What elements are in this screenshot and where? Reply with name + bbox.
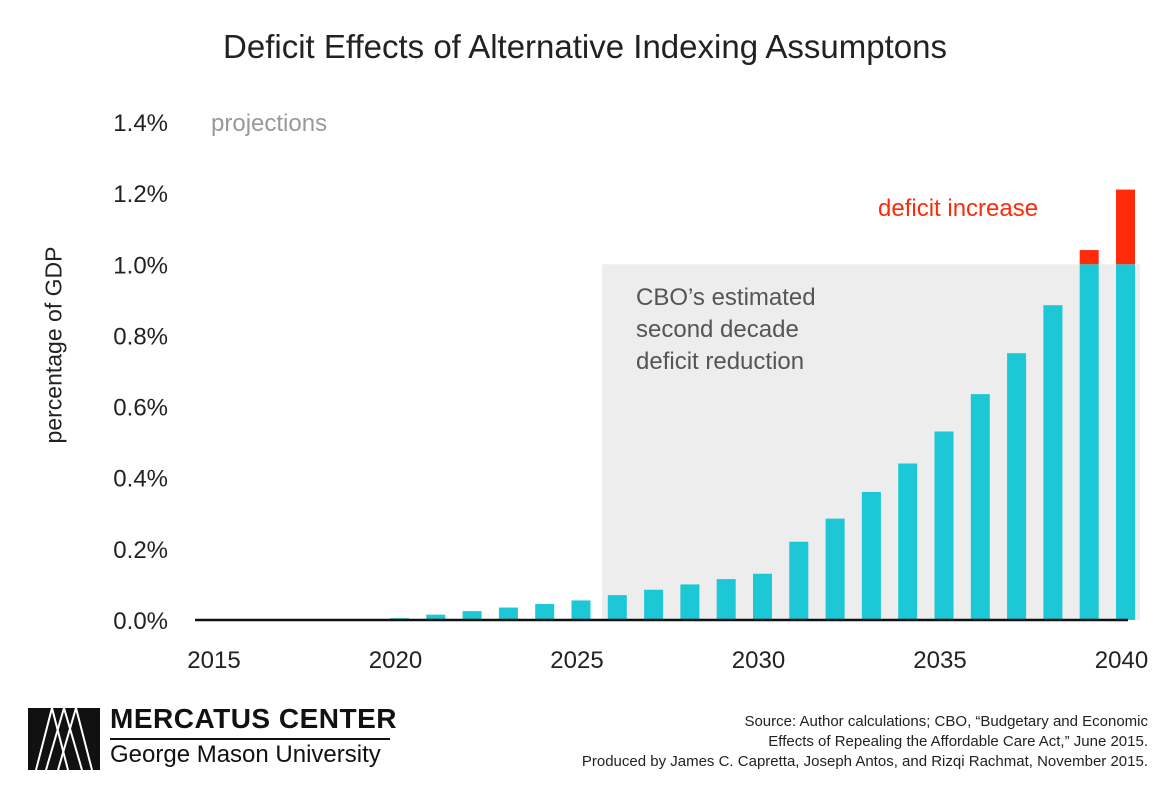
bar-base — [571, 600, 591, 620]
x-tick-label: 2020 — [369, 647, 422, 674]
source-line: Produced by James C. Capretta, Joseph An… — [581, 753, 1148, 770]
bar-base — [426, 614, 446, 620]
bar-base — [1079, 264, 1099, 620]
y-tick-label: 0.6% — [113, 395, 168, 422]
bar-base — [644, 589, 664, 620]
bar-base — [680, 584, 700, 620]
bar-base — [789, 541, 809, 620]
bar-base — [498, 607, 518, 620]
bar-base — [753, 573, 772, 620]
y-tick-label: 0.2% — [113, 537, 168, 564]
bar-base — [1007, 353, 1027, 620]
logo-rule — [110, 738, 390, 740]
region-label: second decade — [636, 316, 799, 343]
deficit-increase-label: deficit increase — [878, 195, 1038, 222]
bar-base — [934, 431, 954, 620]
x-tick-label: 2025 — [550, 647, 603, 674]
y-tick-label: 1.2% — [113, 181, 168, 208]
logo-line2: George Mason University — [110, 741, 381, 768]
x-tick-label: 2035 — [913, 647, 966, 674]
region-label: CBO’s estimated — [636, 284, 816, 311]
bar-base — [898, 463, 918, 620]
bar-base — [861, 491, 881, 620]
region-label: deficit reduction — [636, 348, 804, 375]
bar-increase — [1079, 250, 1099, 265]
y-tick-label: 1.4% — [113, 110, 168, 137]
bar-increase — [1116, 189, 1135, 265]
y-tick-label: 1.0% — [113, 252, 168, 279]
chart-title: Deficit Effects of Alternative Indexing … — [223, 28, 947, 65]
source-line: Effects of Repealing the Affordable Care… — [768, 733, 1148, 750]
y-tick-label: 0.8% — [113, 323, 168, 350]
bar-base — [535, 603, 555, 620]
y-tick-label: 0.4% — [113, 466, 168, 493]
projections-label: projections — [211, 110, 327, 137]
bar-base — [716, 579, 736, 620]
logo-line1: MERCATUS CENTER — [110, 703, 397, 734]
bar-base — [825, 518, 845, 620]
x-tick-label: 2015 — [187, 647, 240, 674]
x-tick-label: 2040 — [1095, 647, 1148, 674]
source-line: Source: Author calculations; CBO, “Budge… — [744, 713, 1148, 730]
bar-base — [607, 595, 627, 620]
bar-base — [1043, 305, 1063, 620]
bar-base — [462, 611, 482, 620]
x-tick-label: 2030 — [732, 647, 785, 674]
chart-svg: 0.0% 0.2% 0.4% 0.6% 0.8% 1.0% 1.2% 1.4% 2015 2020… — [113, 110, 1148, 674]
mercatus-logo-icon — [28, 708, 100, 770]
bar-base — [970, 394, 990, 620]
y-tick-label: 0.0% — [113, 608, 168, 635]
bar-base — [1116, 264, 1135, 620]
source-note: Source: Author calculations; CBO, “Budge… — [582, 712, 1148, 772]
